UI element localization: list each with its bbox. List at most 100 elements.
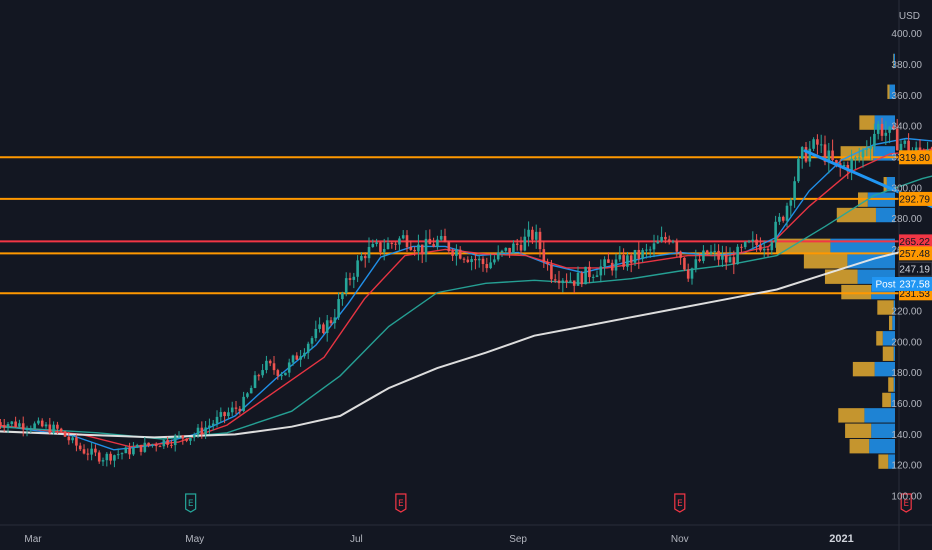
candle-body <box>257 375 261 377</box>
price-axis-tick-label: 180.00 <box>891 368 922 379</box>
candle-body <box>591 276 595 278</box>
candle-body <box>371 243 375 247</box>
candle-body <box>329 320 333 324</box>
candle-body <box>143 442 147 452</box>
candle-body <box>132 447 135 455</box>
candle-body <box>709 251 713 254</box>
earnings-marker[interactable]: E <box>900 493 912 513</box>
candle-body <box>770 242 774 251</box>
candle-body <box>884 132 888 136</box>
volume-profile-bar-down <box>883 177 887 192</box>
trendline[interactable] <box>803 149 932 371</box>
candle-body <box>177 435 181 437</box>
candle-body <box>227 412 230 417</box>
time-axis-tick-label: Nov <box>671 534 689 545</box>
candle-body <box>234 407 238 409</box>
candle-body <box>170 444 173 446</box>
earnings-marker[interactable]: E <box>674 493 686 513</box>
price-axis-tick-label: 120.00 <box>891 461 922 472</box>
earnings-markers[interactable]: EEEEEE <box>185 493 932 513</box>
volume-profile-bar-up <box>869 438 895 454</box>
trendlines[interactable] <box>803 52 932 371</box>
candle-body <box>246 393 249 397</box>
volume-profile-bar-up <box>893 53 895 69</box>
candle-body <box>2 425 6 428</box>
candle-body <box>189 437 192 441</box>
candle-body <box>90 448 93 455</box>
earnings-marker[interactable]: E <box>185 493 197 513</box>
candle-body <box>268 360 272 364</box>
candle-body <box>287 362 291 373</box>
level-price-tag-label: 257.48 <box>899 249 930 260</box>
candle-body <box>808 148 812 162</box>
candle-body <box>907 140 910 153</box>
volume-profile-bar-down <box>882 346 894 361</box>
candle-body <box>903 140 907 144</box>
candle-body <box>892 126 895 129</box>
volume-profile-bar-up <box>847 254 895 269</box>
candle-body <box>584 266 587 285</box>
candle-body <box>40 420 44 427</box>
candle-body <box>493 259 496 263</box>
candle-body <box>793 181 796 201</box>
candle-body <box>59 428 63 432</box>
candle-body <box>322 324 325 333</box>
candle-body <box>78 445 82 450</box>
candle-body <box>48 424 52 434</box>
candle-body <box>276 370 280 376</box>
candle-body <box>413 249 416 252</box>
candle-body <box>759 244 762 251</box>
candle-body <box>151 444 154 446</box>
candle-body <box>56 424 59 429</box>
level-price-tag-label: 265.22 <box>899 237 930 248</box>
price-axis-tick-label: 400.00 <box>891 29 922 40</box>
volume-profile-bar-up <box>889 84 895 99</box>
candle-body <box>531 229 534 240</box>
volume-profile-bar-down <box>888 377 894 392</box>
candle-body <box>876 123 880 134</box>
candle-body <box>451 251 454 256</box>
candle-body <box>827 150 831 162</box>
candle-body <box>740 246 743 248</box>
candle-body <box>595 275 599 277</box>
price-axis-tick-label: 360.00 <box>891 91 922 102</box>
candle-body <box>610 262 614 271</box>
candle-body <box>523 236 527 251</box>
candle-body <box>519 244 523 251</box>
earnings-marker-label: E <box>677 499 683 509</box>
candle-body <box>238 408 242 412</box>
candle-body <box>812 139 815 149</box>
volume-profile-bar-down <box>876 331 883 346</box>
volume-profile-bar-down <box>803 254 848 269</box>
candle-body <box>664 236 667 240</box>
volume-profile-bar-up <box>874 361 895 377</box>
candle-body <box>280 375 283 377</box>
candle-body <box>557 280 561 284</box>
candle-body <box>698 259 701 261</box>
candle-body <box>534 231 538 240</box>
earnings-marker[interactable]: E <box>395 493 407 513</box>
volume-profile-bar-down <box>849 438 870 454</box>
candle-body <box>436 239 439 247</box>
candle-body <box>185 438 188 441</box>
candle-body <box>29 428 33 430</box>
candle-body <box>667 239 671 242</box>
candle-body <box>344 278 348 294</box>
current-price-tag-label: 237.58 <box>899 279 930 290</box>
candle-body <box>348 278 352 280</box>
time-axis[interactable]: MarMayJulSepNov2021MarMayJulSepNov <box>24 533 932 545</box>
candle-body <box>158 446 162 448</box>
candle-body <box>512 243 515 254</box>
candle-body <box>550 264 553 280</box>
candle-body <box>386 242 390 250</box>
candle-body <box>496 252 500 260</box>
candle-body <box>603 259 606 267</box>
price-axis-currency: USD <box>899 11 920 22</box>
earnings-marker-label: E <box>903 499 909 509</box>
moving-average-line <box>0 148 932 448</box>
candle-body <box>242 396 245 412</box>
volume-profile-bar-down <box>838 408 865 423</box>
candle-body <box>162 440 166 447</box>
candle-body <box>75 437 78 446</box>
